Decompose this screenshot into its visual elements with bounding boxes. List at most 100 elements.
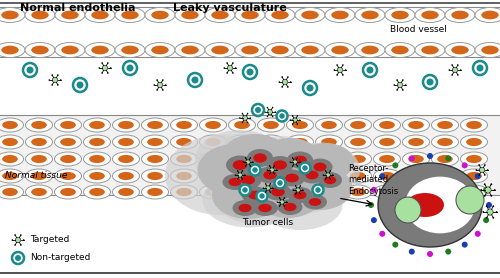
Circle shape (286, 201, 288, 203)
Circle shape (445, 249, 451, 255)
Circle shape (487, 169, 488, 171)
Ellipse shape (316, 169, 342, 183)
Ellipse shape (112, 169, 140, 183)
Ellipse shape (263, 155, 279, 163)
Ellipse shape (212, 46, 228, 54)
Circle shape (266, 107, 268, 108)
Ellipse shape (235, 8, 265, 23)
Ellipse shape (228, 152, 256, 166)
Circle shape (279, 113, 285, 119)
Circle shape (334, 69, 335, 71)
Circle shape (246, 68, 254, 76)
Ellipse shape (437, 155, 453, 163)
Ellipse shape (89, 138, 105, 146)
Ellipse shape (316, 118, 342, 132)
Circle shape (20, 234, 21, 236)
Ellipse shape (466, 172, 482, 180)
Circle shape (296, 123, 298, 125)
Ellipse shape (260, 138, 320, 178)
Ellipse shape (350, 172, 366, 180)
Ellipse shape (466, 155, 482, 163)
Circle shape (73, 78, 87, 92)
Circle shape (292, 165, 294, 167)
Ellipse shape (408, 138, 424, 146)
Ellipse shape (147, 138, 163, 146)
Ellipse shape (60, 155, 76, 163)
Ellipse shape (385, 43, 415, 58)
Circle shape (336, 64, 338, 66)
Ellipse shape (31, 188, 47, 196)
Circle shape (287, 86, 288, 88)
Ellipse shape (344, 169, 372, 183)
Circle shape (274, 111, 276, 113)
Ellipse shape (374, 118, 400, 132)
Circle shape (279, 205, 280, 207)
Ellipse shape (406, 193, 444, 217)
Circle shape (371, 217, 377, 223)
Circle shape (255, 107, 261, 113)
Ellipse shape (432, 185, 458, 199)
Circle shape (494, 189, 496, 191)
Ellipse shape (112, 152, 140, 166)
Circle shape (452, 67, 458, 73)
Circle shape (57, 84, 58, 86)
Ellipse shape (302, 46, 318, 54)
Ellipse shape (422, 11, 438, 19)
Circle shape (228, 65, 232, 71)
Circle shape (154, 84, 155, 86)
Ellipse shape (238, 204, 252, 212)
Ellipse shape (176, 121, 192, 129)
Ellipse shape (112, 118, 140, 132)
Circle shape (296, 115, 298, 116)
Ellipse shape (265, 183, 291, 200)
Circle shape (158, 82, 162, 88)
Circle shape (245, 157, 246, 158)
Ellipse shape (122, 11, 138, 19)
Circle shape (478, 174, 480, 176)
Ellipse shape (142, 185, 169, 199)
Circle shape (300, 163, 310, 173)
Circle shape (452, 64, 453, 66)
Circle shape (265, 192, 266, 193)
Ellipse shape (118, 138, 134, 146)
Circle shape (162, 79, 164, 81)
Circle shape (277, 180, 283, 186)
Circle shape (20, 244, 21, 246)
Circle shape (250, 165, 260, 175)
Circle shape (490, 195, 492, 197)
Ellipse shape (258, 135, 284, 149)
Circle shape (238, 173, 242, 177)
Ellipse shape (85, 8, 115, 23)
Ellipse shape (332, 46, 348, 54)
Circle shape (242, 116, 248, 120)
Ellipse shape (482, 11, 498, 19)
Ellipse shape (200, 118, 226, 132)
Ellipse shape (302, 11, 318, 19)
Ellipse shape (445, 8, 475, 23)
Ellipse shape (306, 171, 318, 179)
Ellipse shape (112, 185, 140, 199)
Ellipse shape (422, 46, 438, 54)
Circle shape (107, 62, 108, 64)
Ellipse shape (292, 188, 308, 196)
Ellipse shape (182, 46, 198, 54)
Ellipse shape (233, 153, 303, 203)
Ellipse shape (60, 138, 76, 146)
Ellipse shape (286, 135, 314, 149)
Circle shape (110, 67, 112, 69)
Circle shape (226, 62, 228, 64)
Circle shape (262, 187, 264, 189)
Ellipse shape (84, 169, 110, 183)
Circle shape (474, 173, 480, 179)
Ellipse shape (176, 188, 192, 196)
Circle shape (250, 157, 251, 158)
Ellipse shape (54, 185, 82, 199)
Circle shape (15, 255, 21, 261)
Ellipse shape (147, 172, 163, 180)
Ellipse shape (200, 185, 226, 199)
Ellipse shape (265, 43, 295, 58)
Circle shape (268, 110, 272, 115)
Ellipse shape (2, 172, 18, 180)
Circle shape (234, 174, 236, 176)
Ellipse shape (316, 135, 342, 149)
